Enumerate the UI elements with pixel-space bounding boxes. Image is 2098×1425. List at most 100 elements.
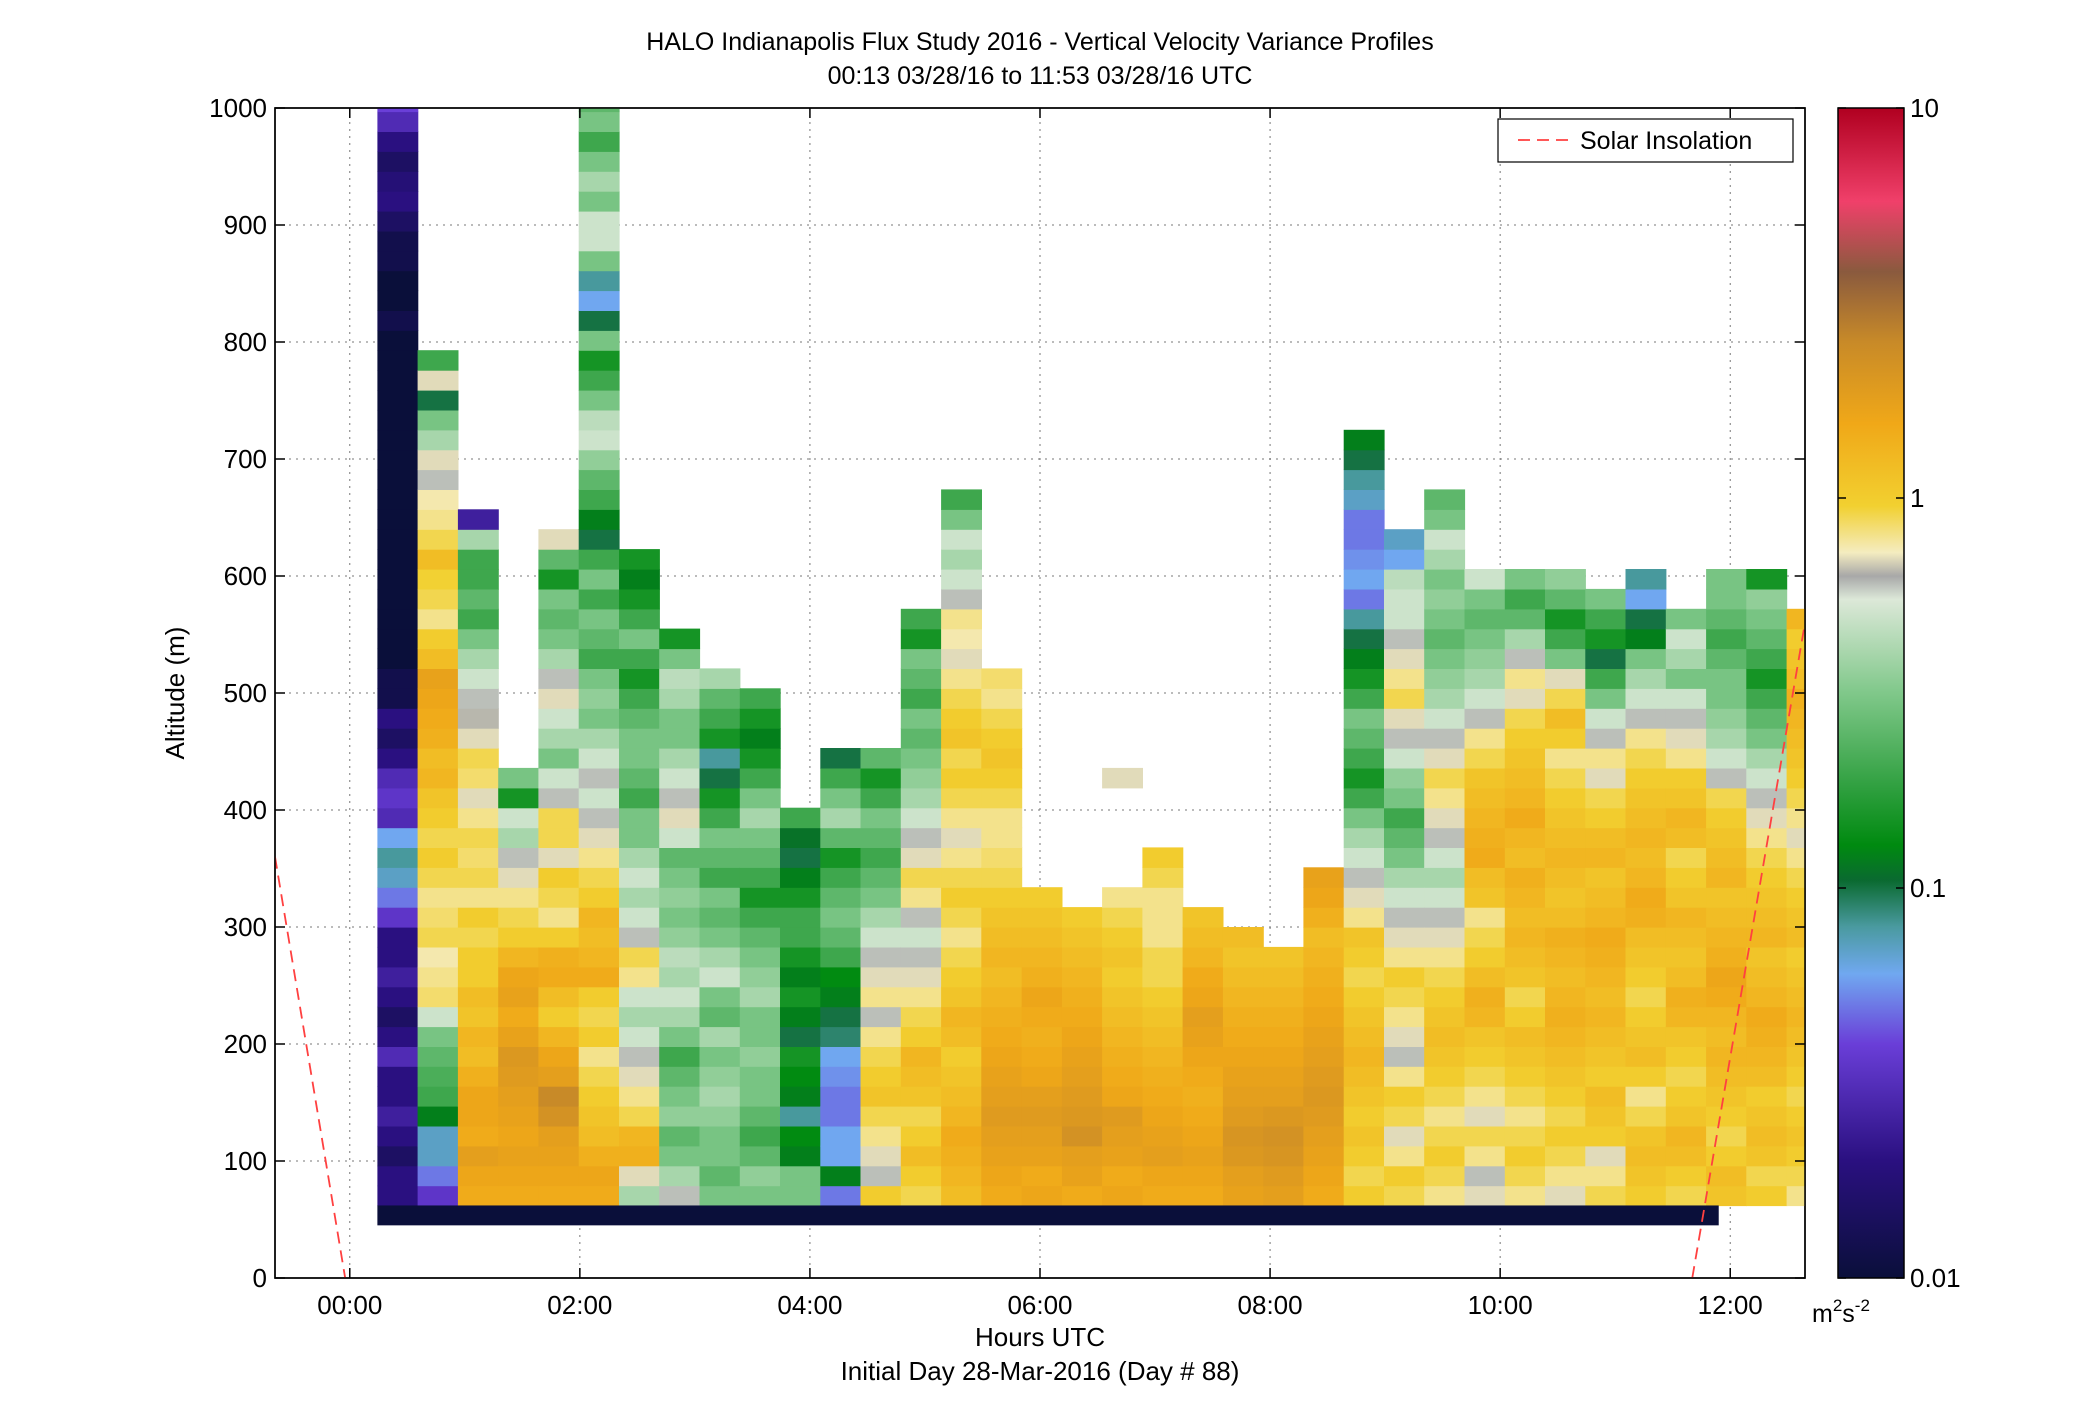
variance-cell	[1907, 1066, 1948, 1087]
variance-cell	[1424, 1106, 1466, 1127]
variance-cell	[659, 966, 701, 988]
variance-cell	[417, 1185, 459, 1207]
variance-cell	[981, 1106, 1023, 1127]
variance-cell	[2028, 191, 2069, 212]
variance-cell	[1545, 986, 1586, 1008]
variance-cell	[538, 966, 580, 988]
variance-cell	[1384, 1026, 1425, 1047]
variance-cell	[1706, 708, 1747, 729]
variance-cell	[1021, 1125, 1063, 1147]
variance-cell	[941, 708, 982, 729]
variance-cell	[659, 628, 701, 650]
variance-cell	[1665, 927, 1707, 948]
variance-cell	[1706, 966, 1747, 988]
variance-cell	[1948, 768, 1989, 789]
variance-cell	[820, 1145, 862, 1167]
variance-cell	[1786, 1046, 1805, 1067]
variance-cell	[2028, 108, 2069, 112]
variance-cell	[1384, 608, 1425, 630]
variance-cell	[900, 887, 942, 908]
variance-cell	[1786, 907, 1805, 928]
variance-cell	[578, 108, 620, 113]
variance-cell	[1464, 708, 1506, 729]
variance-cell	[1585, 748, 1627, 769]
variance-cell	[1625, 1185, 1667, 1207]
variance-cell	[1303, 887, 1345, 908]
variance-cell	[2028, 1046, 2069, 1067]
variance-cell	[457, 1125, 499, 1147]
variance-cell	[1102, 1046, 1143, 1067]
variance-cell	[1504, 728, 1546, 749]
variance-cell	[1948, 271, 1989, 292]
variance-cell	[1988, 907, 2029, 928]
variance-cell	[1585, 907, 1627, 928]
variance-cell	[1102, 1125, 1143, 1147]
variance-cell	[941, 907, 982, 928]
variance-cell	[1746, 1106, 1788, 1127]
variance-cell	[1222, 966, 1264, 988]
variance-cell	[2028, 549, 2069, 570]
variance-cell	[1585, 927, 1627, 948]
variance-cell	[578, 151, 620, 172]
variance-cell	[820, 907, 862, 928]
variance-cell	[1384, 827, 1425, 848]
variance-cell	[1545, 608, 1586, 630]
variance-cell	[1343, 1006, 1385, 1028]
colorbar-tick-label: 0.1	[1910, 873, 1946, 903]
variance-cell	[941, 648, 982, 669]
variance-cell	[1948, 1186, 1989, 1207]
variance-cell	[1585, 608, 1627, 630]
variance-cell	[2028, 131, 2069, 152]
variance-cell	[1988, 967, 2029, 988]
variance-cell	[2028, 987, 2069, 1008]
variance-cell	[1585, 847, 1627, 868]
variance-cell	[377, 1165, 419, 1187]
variance-cell	[417, 569, 459, 590]
variance-cell	[1988, 1126, 2029, 1147]
variance-cell	[1746, 648, 1788, 669]
variance-cell	[417, 1125, 459, 1147]
variance-cell	[498, 946, 540, 968]
variance-cell	[1746, 1165, 1788, 1187]
variance-cell	[1464, 688, 1506, 709]
variance-cell	[1303, 1125, 1345, 1147]
variance-cell	[1665, 668, 1707, 689]
variance-cell	[1504, 827, 1546, 848]
variance-cell	[619, 867, 660, 888]
variance-cell	[1786, 887, 1805, 908]
variance-cell	[739, 887, 781, 908]
variance-cell	[377, 767, 419, 789]
variance-cell	[860, 927, 902, 948]
variance-cell	[699, 1006, 741, 1028]
variance-cell	[860, 1046, 902, 1067]
variance-cell	[1343, 907, 1385, 928]
variance-cell	[860, 807, 902, 829]
variance-cell	[1746, 827, 1788, 848]
variance-cell	[1384, 1046, 1425, 1067]
variance-cell	[860, 1165, 902, 1187]
variance-cell	[578, 728, 620, 749]
variance-cell	[820, 807, 862, 829]
variance-cell	[1303, 986, 1345, 1008]
variance-cell	[941, 1185, 982, 1207]
variance-cell	[1464, 608, 1506, 630]
variance-cell	[699, 807, 741, 829]
variance-cell	[941, 668, 982, 689]
variance-cell	[1988, 310, 2029, 331]
variance-cell	[457, 787, 499, 809]
x-tick-label: 08:00	[1238, 1290, 1303, 1320]
variance-cell	[1706, 847, 1747, 868]
variance-cell	[1907, 1146, 1948, 1167]
variance-cell	[619, 668, 660, 689]
variance-cell	[1303, 1066, 1345, 1087]
variance-cell	[1343, 748, 1385, 769]
variance-cell	[1625, 1006, 1667, 1028]
variance-cell	[1948, 211, 1989, 232]
variance-cell	[900, 608, 942, 630]
variance-cell	[538, 1165, 580, 1187]
variance-cell	[1182, 1086, 1224, 1107]
variance-cell	[1988, 370, 2029, 391]
variance-cell	[1625, 1165, 1667, 1187]
variance-cell	[1585, 708, 1627, 729]
variance-cell	[981, 1145, 1023, 1167]
